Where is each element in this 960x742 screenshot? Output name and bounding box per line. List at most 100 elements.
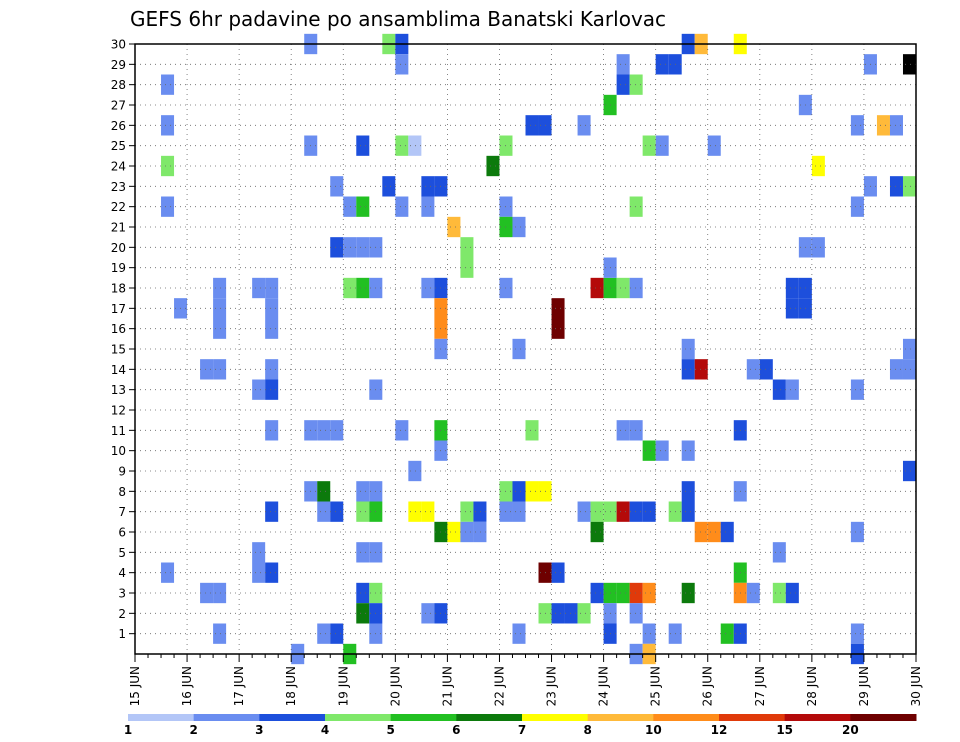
heatmap-cell xyxy=(265,318,279,339)
heatmap-cell xyxy=(512,216,526,238)
colorbar-swatch xyxy=(325,714,392,721)
heatmap-cell xyxy=(330,623,344,644)
x-tick-label: 28 JUN xyxy=(805,666,819,706)
colorbar-label: 1 xyxy=(124,723,132,737)
heatmap-cell xyxy=(460,237,474,258)
heatmap-cell xyxy=(161,74,175,95)
heatmap-cell xyxy=(265,501,279,522)
heatmap-cell xyxy=(629,501,643,522)
heatmap-cell xyxy=(707,135,721,156)
heatmap-cell xyxy=(681,582,695,604)
heatmap-cell xyxy=(213,298,227,319)
colorbar-label: 4 xyxy=(321,723,329,737)
heatmap-cell xyxy=(785,582,799,604)
heatmap-cell xyxy=(512,623,526,644)
heatmap-cell xyxy=(629,196,643,217)
y-tick-label: 22 xyxy=(111,200,126,214)
heatmap-cell xyxy=(408,460,422,482)
heatmap-cell xyxy=(213,318,227,339)
colorbar-label: 3 xyxy=(255,723,263,737)
colorbar-swatch xyxy=(719,714,786,721)
heatmap-cell xyxy=(356,582,370,604)
heatmap-cell xyxy=(746,359,760,380)
heatmap-cell xyxy=(460,257,474,278)
heatmap-cell xyxy=(421,277,435,299)
heatmap-cell xyxy=(330,420,344,441)
heatmap-cell xyxy=(213,277,227,299)
y-tick-label: 26 xyxy=(111,119,126,133)
y-tick-label: 8 xyxy=(118,485,126,499)
colorbar-label: 12 xyxy=(711,723,728,737)
y-tick-label: 20 xyxy=(111,241,126,255)
heatmap-cell xyxy=(265,379,279,400)
heatmap-cell xyxy=(265,359,279,380)
heatmap-cell xyxy=(395,135,409,156)
heatmap-cell xyxy=(343,196,357,217)
heatmap-cell xyxy=(577,115,591,136)
y-tick-label: 5 xyxy=(118,546,126,560)
heatmap-cell xyxy=(889,115,903,136)
y-tick-label: 4 xyxy=(118,566,126,580)
colorbar-swatch xyxy=(587,714,654,721)
colorbar-label: 6 xyxy=(452,723,460,737)
heatmap-cell xyxy=(395,54,409,75)
x-tick-label: 19 JUN xyxy=(336,666,350,706)
heatmap-cell xyxy=(694,359,708,380)
heatmap-cell xyxy=(447,216,461,238)
x-tick-label: 27 JUN xyxy=(753,666,767,706)
colorbar-label: 5 xyxy=(386,723,394,737)
y-tick-label: 2 xyxy=(118,607,126,621)
heatmap-cell xyxy=(382,176,396,197)
heatmap-cell xyxy=(811,155,825,177)
heatmap-cell xyxy=(850,379,864,400)
y-tick-label: 23 xyxy=(111,180,126,194)
colorbar-label: 15 xyxy=(776,723,793,737)
heatmap-cell xyxy=(343,277,357,299)
heatmap-cell xyxy=(811,237,825,258)
colorbar-swatch xyxy=(390,714,457,721)
colorbar-swatch xyxy=(456,714,523,721)
heatmap-cell xyxy=(551,603,565,624)
heatmap-cell xyxy=(681,481,695,502)
heatmap-cell xyxy=(902,54,916,75)
y-tick-label: 6 xyxy=(118,526,126,540)
heatmap-cell xyxy=(616,582,630,604)
y-tick-label: 24 xyxy=(111,160,126,174)
heatmap-cell xyxy=(629,74,643,95)
heatmap-cell xyxy=(421,196,435,217)
y-tick-label: 7 xyxy=(118,505,126,519)
heatmap-cell xyxy=(395,196,409,217)
heatmap-cell xyxy=(161,196,175,217)
heatmap-cell xyxy=(681,501,695,522)
heatmap-cell xyxy=(486,155,500,177)
heatmap-cell xyxy=(265,562,279,583)
colorbar-label: 10 xyxy=(645,723,662,737)
heatmap-cell xyxy=(317,481,331,502)
heatmap-cell xyxy=(616,420,630,441)
heatmap-cell xyxy=(213,623,227,644)
heatmap-cell xyxy=(408,135,422,156)
heatmap-cell xyxy=(720,623,734,644)
y-tick-label: 19 xyxy=(111,261,126,275)
heatmap-cell xyxy=(629,420,643,441)
heatmap-cell xyxy=(512,338,526,360)
heatmap-cell xyxy=(642,440,656,461)
colorbar-swatch xyxy=(259,714,326,721)
heatmap-cell xyxy=(512,481,526,502)
heatmap-cell xyxy=(447,521,461,543)
heatmap-cell xyxy=(850,115,864,136)
heatmap-cell xyxy=(421,501,435,522)
y-tick-label: 12 xyxy=(111,404,126,418)
heatmap-cell xyxy=(161,562,175,583)
x-tick-label: 23 JUN xyxy=(545,666,559,706)
heatmap-cell xyxy=(785,277,799,299)
x-axis: 15 JUN 16 JUN 17 JUN 18 JUN 19 JUN 20 JUN 21 J… xyxy=(128,654,923,706)
y-axis: 1234567891011121314151617181920212223242… xyxy=(111,38,135,641)
heatmap-cell xyxy=(356,501,370,522)
y-tick-label: 27 xyxy=(111,99,126,113)
heatmap-cell xyxy=(876,115,890,136)
y-tick-label: 21 xyxy=(111,221,126,235)
heatmap-cell xyxy=(772,542,786,563)
heatmap-cell xyxy=(889,176,903,197)
heatmap-cell xyxy=(629,603,643,624)
